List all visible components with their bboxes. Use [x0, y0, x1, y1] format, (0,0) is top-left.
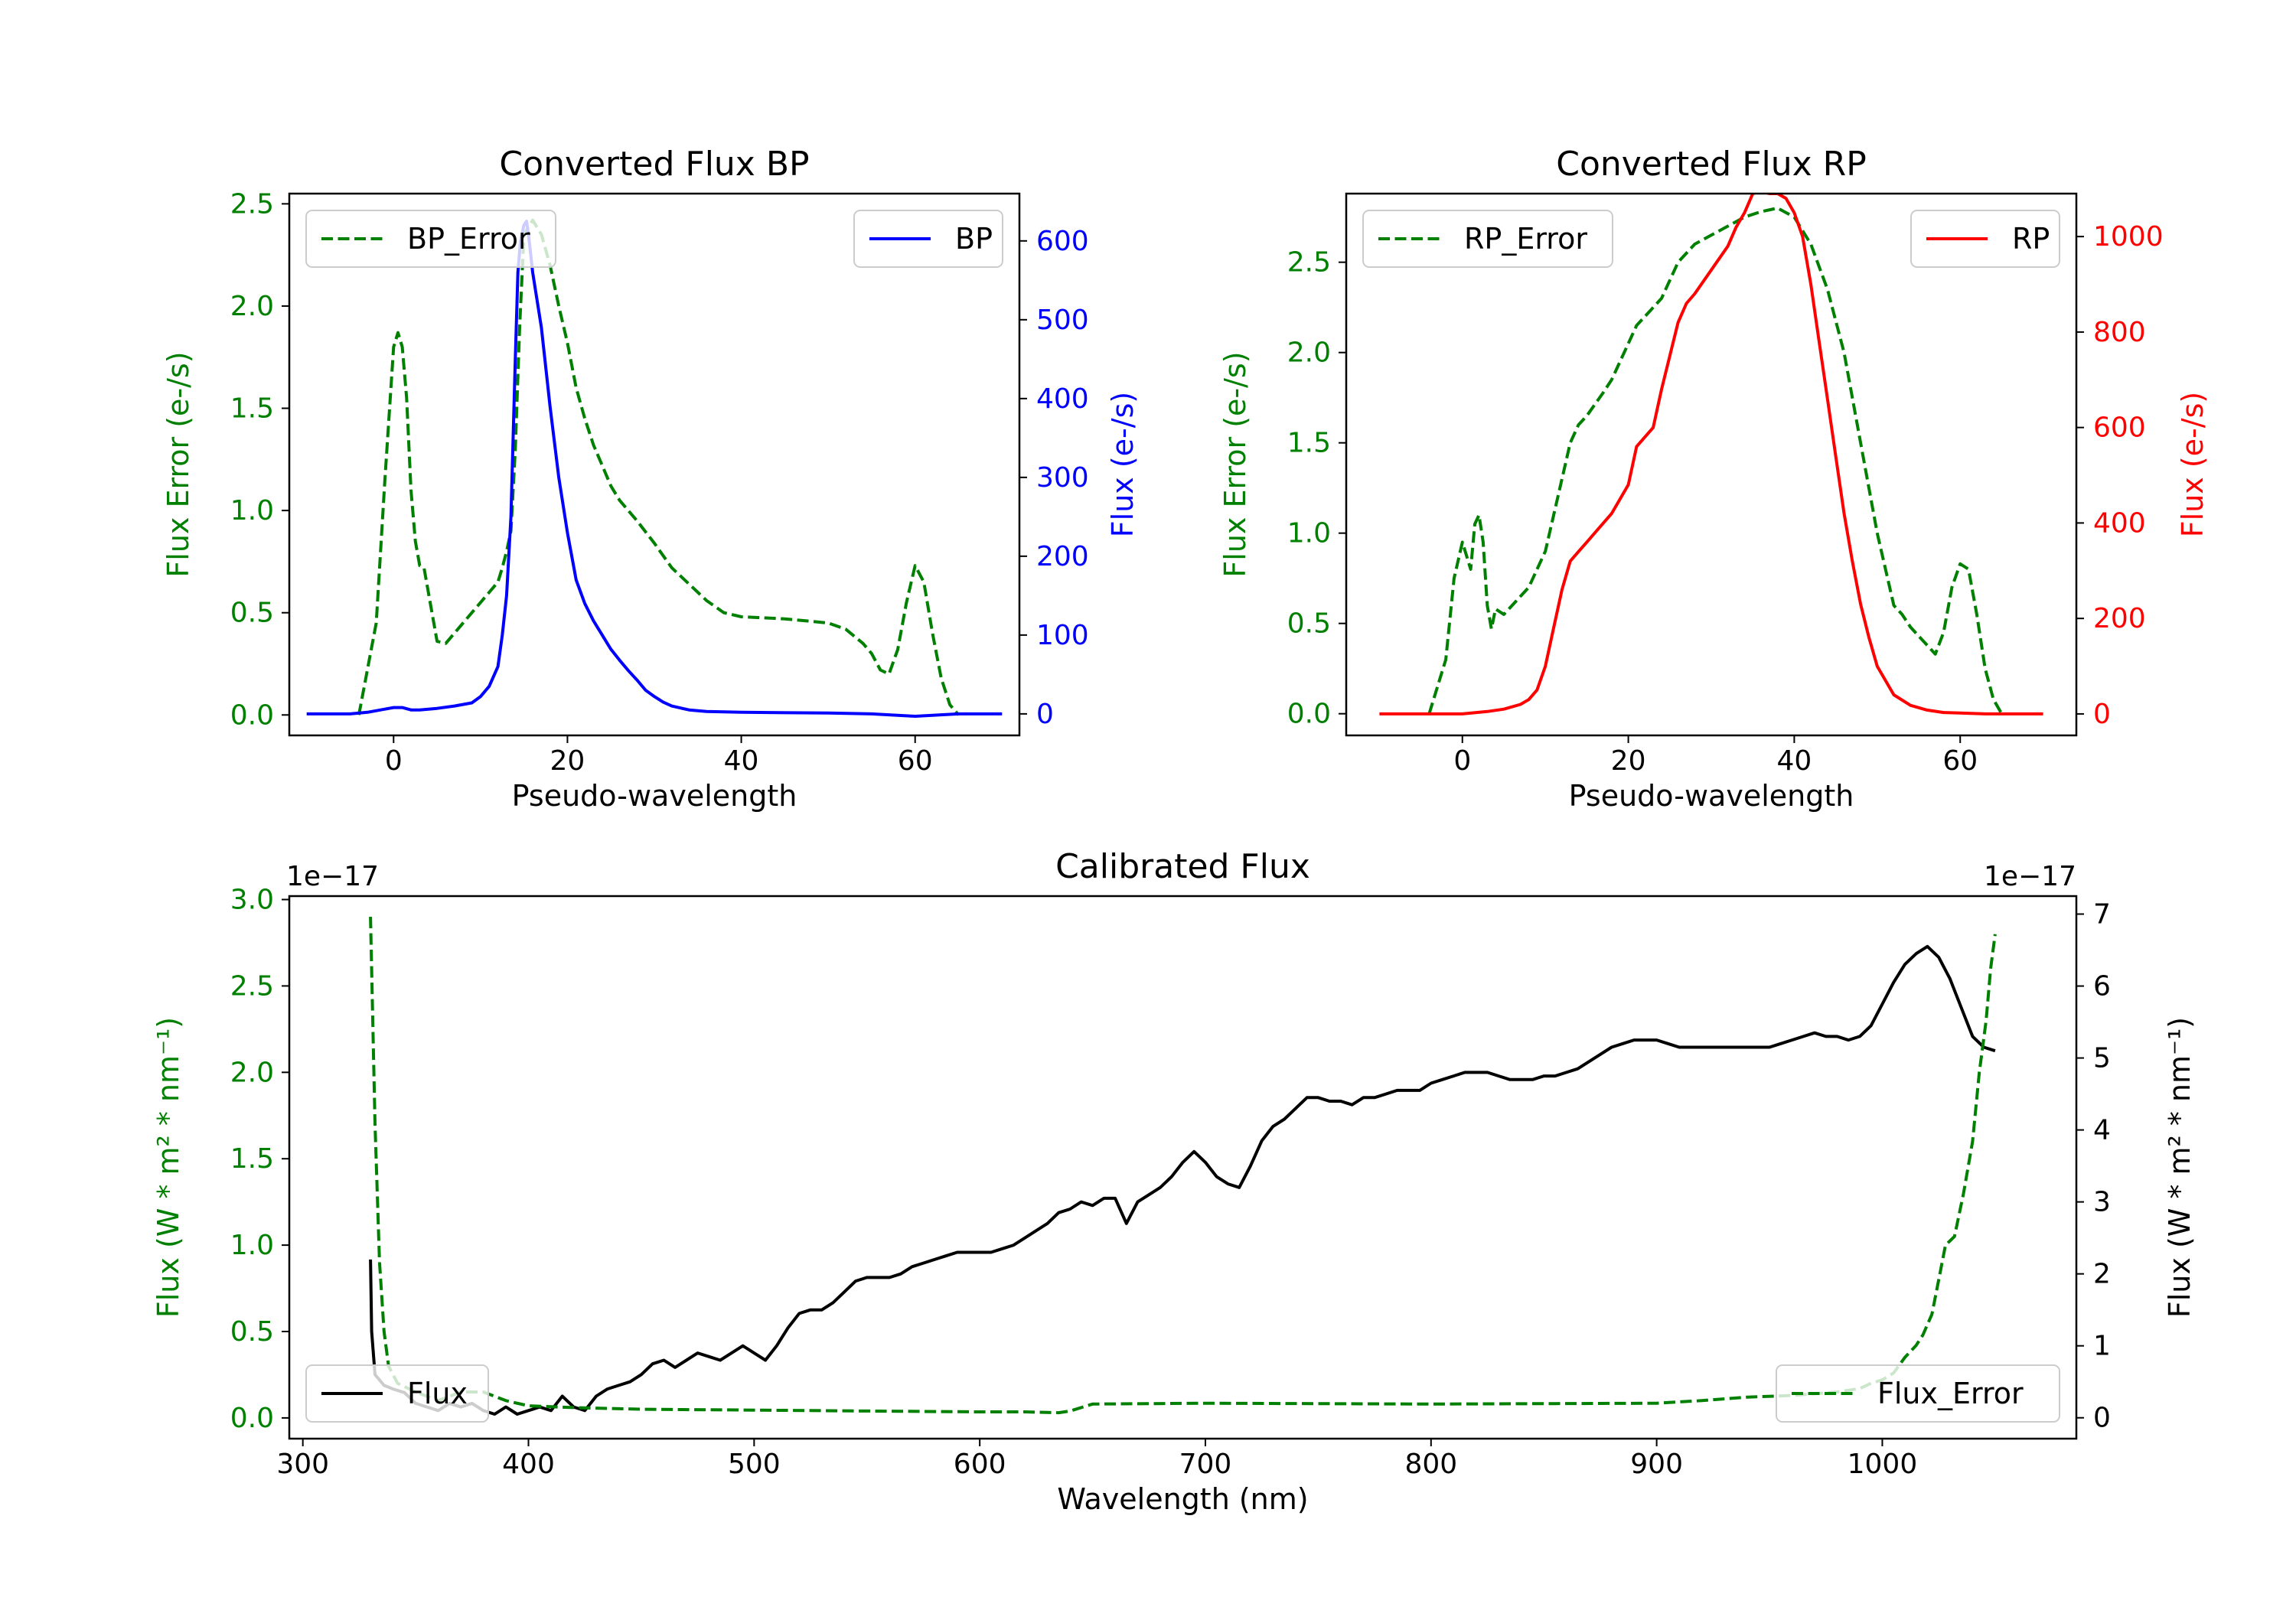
- y-tick-label-right: 400: [2093, 507, 2146, 539]
- series-line-flux-error: [369, 917, 1997, 1415]
- y-tick-label-left: 2.0: [1287, 337, 1331, 369]
- x-axis-label: Pseudo-wavelength: [512, 779, 797, 813]
- y-tick-label-left: 2.0: [230, 291, 274, 322]
- y-tick-label-left: 1.0: [230, 1230, 274, 1261]
- y-tick-label-right: 2: [2093, 1259, 2111, 1290]
- x-tick-label: 800: [1404, 1449, 1457, 1480]
- chart-rp: 0 20 40 60 0.0 0.5 1.0 1.5 2.0 2.5 0 200 400 600 800 10…: [1218, 145, 2210, 813]
- y-tick-label-left: 2.5: [1287, 247, 1331, 279]
- y-tick-label-left: 1.0: [1287, 518, 1331, 549]
- series-line-flux: [369, 944, 1996, 1416]
- chart-bp: 0 20 40 60 0.0 0.5 1.0 1.5 2.0 2.5 0 100 200 300 400 50…: [161, 145, 1140, 813]
- x-tick-label: 20: [1611, 745, 1646, 777]
- chart-title: Converted Flux RP: [1556, 145, 1867, 184]
- y-tick-label-right: 0: [1036, 699, 1054, 730]
- y-tick-label-right: 1: [2093, 1331, 2111, 1362]
- y-tick-label-right: 100: [1036, 620, 1089, 651]
- y-tick-label-right: 4: [2093, 1115, 2111, 1146]
- x-tick-label: 0: [1453, 745, 1471, 777]
- legend-flux: Flux: [305, 1364, 489, 1423]
- axes-frame: [1345, 192, 2078, 737]
- legend-rp-error: RP_Error: [1362, 210, 1613, 268]
- axes-frame: [288, 895, 2078, 1440]
- y-tick-label-right: 500: [1036, 305, 1089, 336]
- y-tick-label-right: 6: [2093, 971, 2111, 1002]
- offset-label-left: 1e−17: [286, 861, 379, 892]
- series-line-rp: [1379, 194, 2043, 715]
- legend-bp: BP: [853, 210, 1003, 268]
- y-tick-label-right: 0: [2093, 699, 2111, 730]
- x-tick-label: 20: [550, 745, 585, 777]
- x-tick-label: 400: [502, 1449, 555, 1480]
- x-tick-label: 500: [728, 1449, 781, 1480]
- y-tick-label-right: 800: [2093, 317, 2146, 348]
- offset-label-right: 1e−17: [1984, 861, 2076, 892]
- y-tick-label-left: 1.5: [1287, 428, 1331, 459]
- legend-rp: RP: [1910, 210, 2060, 268]
- y-tick-label-left: 0.0: [1287, 699, 1331, 730]
- y-tick-label-right: 3: [2093, 1187, 2111, 1218]
- chart-title: Converted Flux BP: [499, 145, 809, 184]
- y-tick-label-right: 400: [1036, 383, 1089, 415]
- y-axis-label-right: Flux (e-/s): [1106, 392, 1140, 537]
- x-tick-label: 900: [1630, 1449, 1683, 1480]
- y-tick-label-left: 2.5: [230, 970, 274, 1002]
- legend-flux-error: Flux_Error: [1776, 1364, 2060, 1423]
- legend-label: Flux: [407, 1377, 468, 1410]
- x-axis-label: Wavelength (nm): [1057, 1482, 1308, 1516]
- y-tick-label-left: 3.0: [230, 885, 274, 916]
- y-tick-label-right: 600: [2093, 412, 2146, 444]
- legend-label: BP: [955, 222, 993, 256]
- y-tick-label-right: 0: [2093, 1403, 2111, 1434]
- y-tick-label-left: 2.5: [230, 188, 274, 220]
- y-tick-label-left: 0.5: [230, 1316, 274, 1348]
- series-line-bp: [306, 220, 1003, 718]
- legend-label: RP_Error: [1464, 222, 1587, 256]
- chart-cal: 300 400 500 600 700 800 900 1000 0.0 0.5 1.0 1.5 2.0…: [152, 847, 2197, 1516]
- y-tick-label-left: 0.5: [1287, 608, 1331, 640]
- x-axis-label: Pseudo-wavelength: [1569, 779, 1854, 813]
- legend-box: [1776, 1364, 2060, 1423]
- y-tick-label-right: 200: [2093, 603, 2146, 634]
- y-axis-label-right: Flux (e-/s): [2176, 392, 2210, 537]
- legend-bp-error: BP_Error: [305, 210, 556, 268]
- legend-box: [1362, 210, 1613, 268]
- legend-box: [305, 1364, 489, 1423]
- y-tick-label-left: 1.0: [230, 495, 274, 526]
- x-tick-label: 40: [1777, 745, 1812, 777]
- y-tick-label-left: 2.0: [230, 1057, 274, 1088]
- y-tick-label-right: 5: [2093, 1043, 2111, 1074]
- y-axis-label-left: Flux Error (e-/s): [1218, 351, 1252, 577]
- y-tick-label-left: 0.0: [230, 1403, 274, 1434]
- y-tick-label-right: 600: [1036, 226, 1089, 257]
- y-tick-label-right: 1000: [2093, 221, 2164, 253]
- y-tick-label-left: 0.5: [230, 598, 274, 629]
- y-tick-label-right: 7: [2093, 899, 2111, 931]
- legend-label: RP: [2012, 222, 2050, 256]
- y-tick-label-left: 1.5: [230, 1143, 274, 1175]
- series-line-rp-error: [1427, 206, 2004, 715]
- y-tick-label-left: 0.0: [230, 699, 274, 731]
- y-tick-label-right: 300: [1036, 462, 1089, 494]
- x-tick-label: 600: [954, 1449, 1006, 1480]
- y-axis-label-left: Flux Error (e-/s): [161, 351, 195, 577]
- x-tick-label: 700: [1179, 1449, 1232, 1480]
- chart-title: Calibrated Flux: [1055, 847, 1310, 886]
- axes-frame: [288, 192, 1021, 737]
- x-tick-label: 1000: [1848, 1449, 1918, 1480]
- x-tick-label: 0: [385, 745, 403, 777]
- legend-label: BP_Error: [407, 222, 530, 256]
- legend-box: [305, 210, 556, 268]
- x-tick-label: 60: [898, 745, 933, 777]
- y-axis-label-left: Flux (W * m² * nm⁻¹): [152, 1017, 185, 1318]
- x-tick-label: 40: [724, 745, 759, 777]
- y-axis-label-right: Flux (W * m² * nm⁻¹): [2163, 1017, 2197, 1318]
- series-line-bp-error: [357, 218, 960, 716]
- x-tick-label: 60: [1942, 745, 1978, 777]
- x-tick-label: 300: [276, 1449, 329, 1480]
- legend-label: Flux_Error: [1877, 1377, 2024, 1410]
- y-tick-label-left: 1.5: [230, 393, 274, 425]
- y-tick-label-right: 200: [1036, 541, 1089, 572]
